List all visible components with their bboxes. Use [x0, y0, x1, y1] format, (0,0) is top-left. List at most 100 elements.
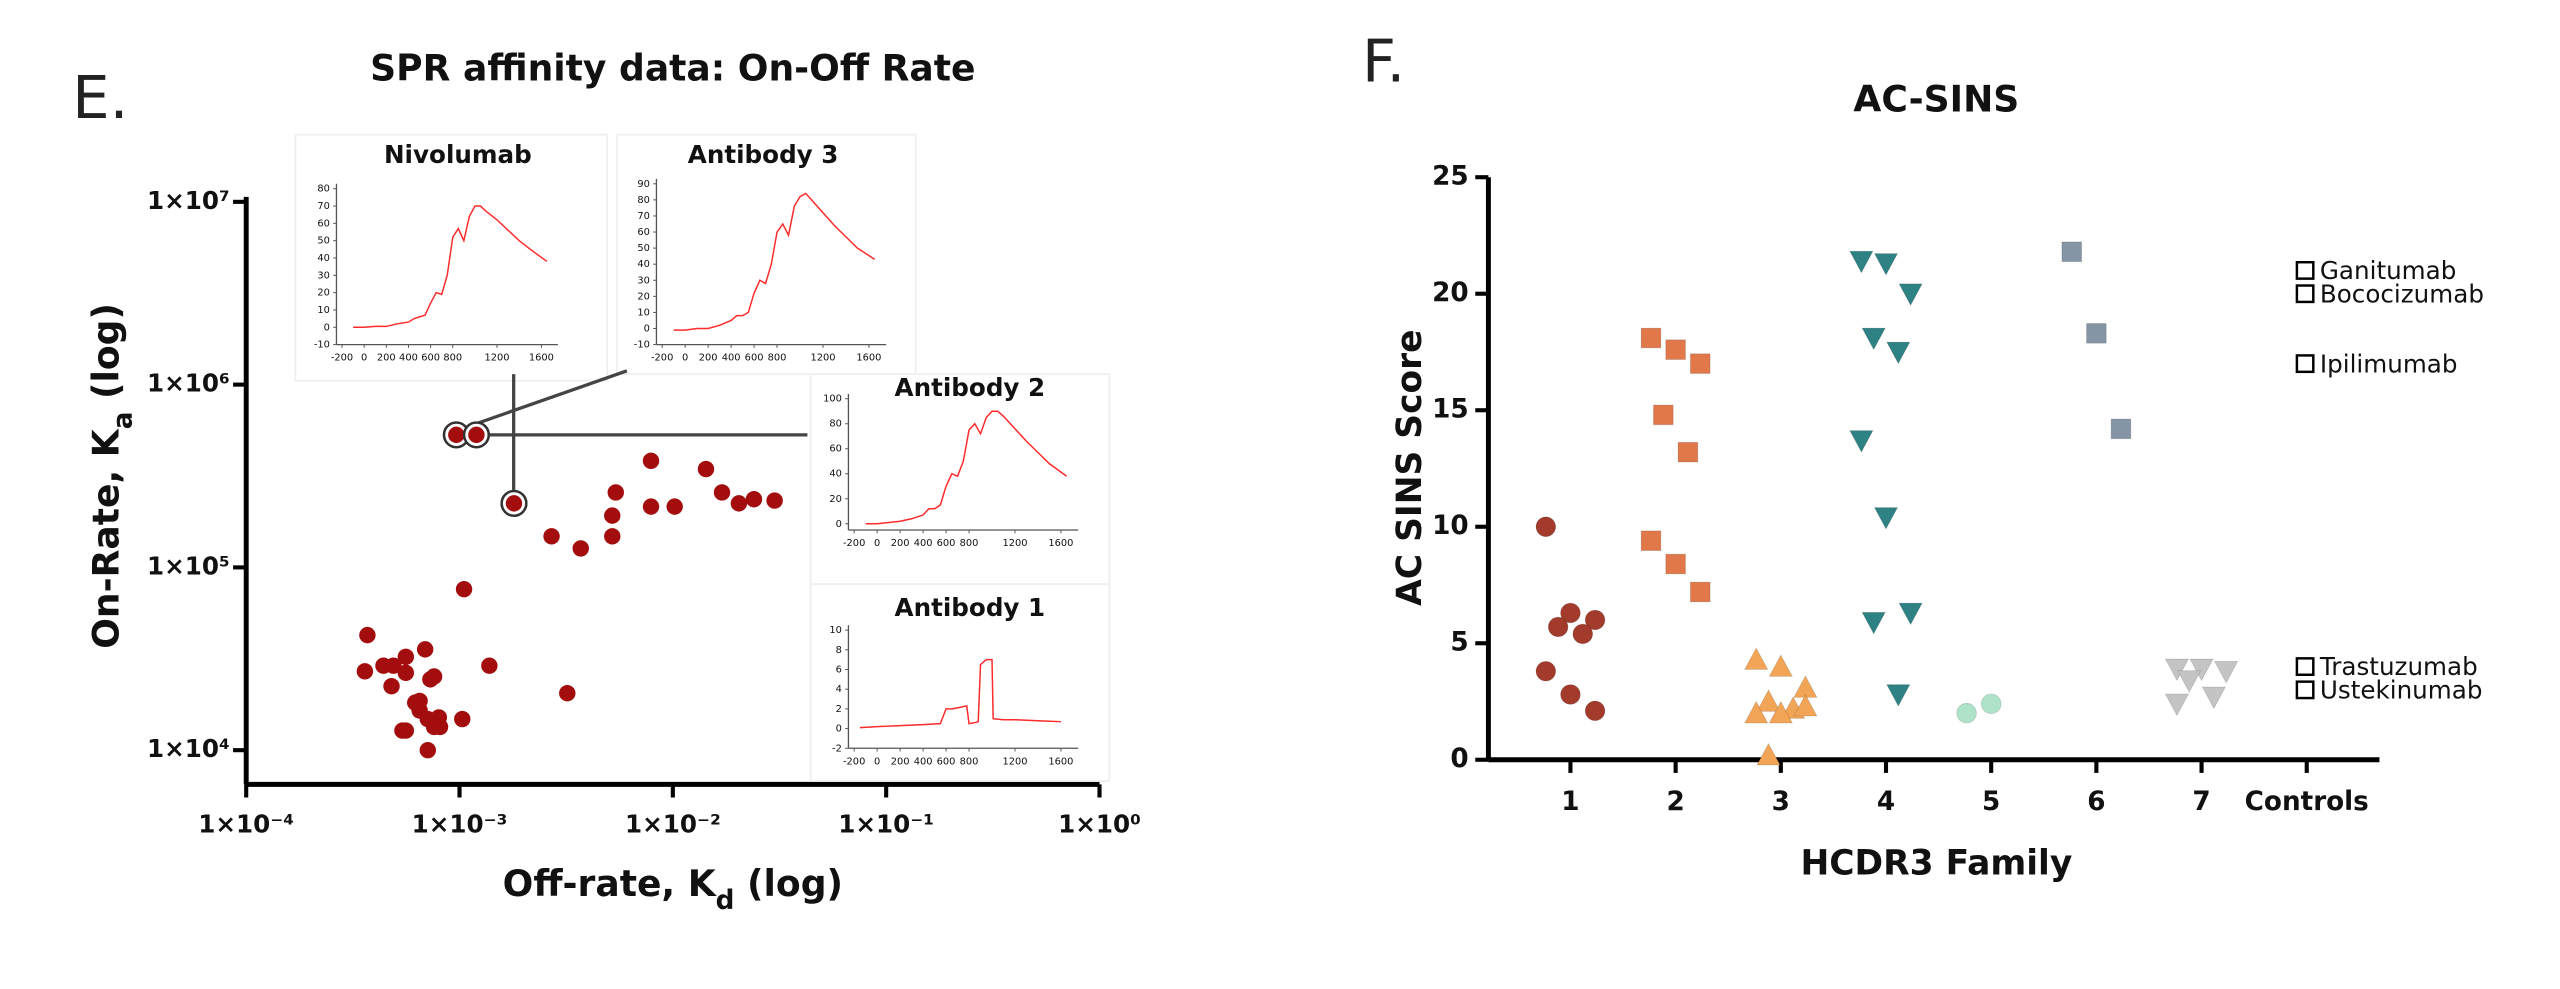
point: [1873, 253, 1899, 276]
y-tick-label: 1×10⁶: [147, 369, 230, 398]
x-axis-label-part: (log): [734, 862, 843, 905]
inset-x-tick-label: 800: [768, 353, 787, 364]
inset-x-tick-label: 1600: [856, 353, 881, 364]
point: [1584, 609, 1606, 631]
inset-y-tick-label: 40: [637, 259, 650, 270]
point: [454, 710, 471, 728]
point: [419, 741, 437, 759]
inset-y-tick-label: 20: [829, 494, 842, 505]
inset-y-tick-label: 8: [836, 645, 842, 656]
point: [394, 722, 411, 739]
point: [416, 641, 434, 658]
point: [1768, 700, 1793, 724]
y-tick-label: 1×10⁴: [147, 734, 230, 763]
panel-label: F.: [1362, 27, 1405, 96]
control-label: Ustekinumab: [2320, 675, 2483, 704]
point: [666, 498, 683, 515]
inset-x-tick-label: 200: [891, 538, 910, 549]
inset-x-tick-label: 1600: [1048, 538, 1073, 549]
inset-x-tick-label: 600: [937, 538, 956, 549]
point: [2189, 658, 2214, 682]
point: [1640, 327, 1662, 349]
inset-x-tick-label: -200: [651, 353, 673, 364]
point: [1653, 404, 1674, 426]
inset-y-tick-label: 2: [836, 704, 842, 715]
inset-y-tick-label: 50: [637, 243, 650, 254]
point: [1744, 647, 1769, 670]
inset-x-tick-label: 1200: [810, 353, 835, 364]
x-tick-label: 4: [1877, 787, 1895, 817]
inset-line: [353, 205, 548, 329]
point: [1898, 602, 1923, 626]
control-marker: [2295, 354, 2315, 374]
inset-y-tick-label: 20: [637, 291, 650, 302]
inset-x-tick-label: 800: [443, 353, 462, 364]
y-axis-label-part: a: [108, 412, 138, 430]
y-tick-label: 10: [1432, 511, 1469, 541]
point: [2110, 418, 2132, 440]
x-tick-label: 7: [2192, 787, 2210, 817]
inset-y-tick-label: 6: [836, 665, 842, 676]
point: [430, 709, 448, 726]
control-label: Bococizumab: [2320, 279, 2484, 308]
point: [543, 528, 560, 545]
inset-line: [865, 410, 1068, 525]
y-tick-label: 5: [1450, 628, 1468, 658]
point: [505, 495, 523, 512]
inset-x-tick-label: 400: [914, 756, 933, 767]
inset-title: Nivolumab: [384, 140, 532, 169]
inset-x-tick-label: -200: [331, 353, 353, 364]
point: [359, 626, 376, 644]
inset-y-tick-label: 0: [644, 324, 650, 335]
point: [1547, 616, 1569, 638]
x-tick-label: 6: [2087, 787, 2105, 817]
point: [383, 677, 400, 695]
inset-y-tick-label: 0: [836, 724, 842, 735]
point: [604, 528, 621, 545]
inset-line: [859, 658, 1061, 729]
x-tick-label: 1: [1561, 787, 1579, 817]
connectors: [467, 369, 808, 493]
inset-y-tick-label: 90: [637, 179, 650, 190]
inset-y-tick-label: 70: [637, 211, 650, 222]
point: [730, 495, 748, 512]
inset-y-tick-label: 30: [317, 270, 330, 281]
inset-x-tick-label: 600: [421, 353, 440, 364]
point: [2164, 693, 2190, 717]
point: [2213, 660, 2239, 684]
point: [1861, 327, 1886, 351]
point: [411, 692, 428, 710]
x-tick-label: Controls: [2245, 787, 2369, 817]
y-axis-label-part: (log): [84, 303, 127, 412]
point: [697, 460, 715, 478]
inset-y-tick-label: 60: [317, 218, 330, 229]
x-tick-label: 1×10⁻²: [625, 809, 721, 838]
inset-x-tick-label: 1600: [1048, 756, 1073, 767]
point: [1956, 702, 1977, 724]
y-tick-label: 1×10⁵: [147, 551, 230, 580]
point: [1572, 623, 1594, 645]
point: [2201, 686, 2227, 710]
point: [1640, 530, 1662, 551]
point: [642, 498, 660, 515]
control-marker: [2295, 657, 2315, 676]
inset-background: [809, 373, 1111, 585]
point: [425, 668, 443, 685]
control-marker: [2295, 260, 2315, 280]
inset-y-tick-label: 80: [829, 419, 842, 430]
point: [1873, 507, 1899, 530]
point: [1980, 693, 2002, 715]
inset-y-tick-label: 20: [317, 288, 330, 299]
point: [1584, 700, 1606, 722]
inset-x-tick-label: 200: [377, 353, 396, 364]
control-label: Ganitumab: [2320, 256, 2457, 285]
x-axis-label-part: Off-rate, K: [503, 862, 718, 905]
y-tick-label: 1×10⁷: [147, 186, 230, 215]
inset-y-tick-label: -2: [832, 743, 842, 754]
inset-x-tick-label: 0: [361, 353, 367, 364]
point: [1689, 581, 1711, 603]
inset-x-tick-label: -200: [843, 538, 865, 549]
control-marker: [2295, 680, 2315, 700]
